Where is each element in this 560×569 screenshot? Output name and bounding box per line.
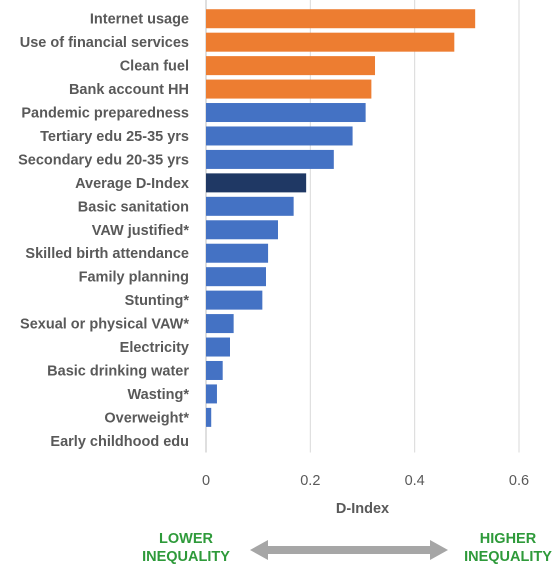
bar (206, 103, 366, 123)
bar (206, 337, 230, 357)
category-label: Electricity (120, 340, 189, 356)
x-tick-label: 0 (202, 473, 210, 489)
category-label: Use of financial services (20, 35, 189, 51)
higher-line-2: INEQUALITY (464, 549, 552, 565)
lower-line-2: INEQUALITY (142, 549, 230, 565)
category-label: Skilled birth attendance (25, 246, 189, 262)
category-label: Wasting* (128, 387, 190, 403)
category-label: Basic drinking water (47, 363, 189, 379)
category-labels: Internet usage Use of financial services C… (18, 12, 189, 450)
category-label: Secondary edu 20-35 yrs (18, 152, 189, 168)
category-label: Pandemic preparedness (21, 106, 189, 122)
bar (206, 360, 223, 380)
bar (206, 126, 353, 146)
category-label: Family planning (79, 270, 189, 286)
category-label: Overweight* (104, 410, 189, 426)
x-tick-labels: 0 0.2 0.4 0.6 (202, 473, 529, 489)
higher-inequality-label: HIGHER INEQUALITY (448, 530, 560, 566)
d-index-bar-chart: Internet usage Use of financial services C… (18, 0, 529, 517)
bars (206, 9, 476, 427)
category-label: Tertiary edu 25-35 yrs (40, 129, 189, 145)
category-label: Basic sanitation (78, 199, 189, 215)
x-tick-label: 0.2 (300, 473, 320, 489)
lower-line-1: LOWER (159, 531, 213, 547)
x-axis-title: D-Index (336, 501, 389, 517)
bar (206, 32, 455, 52)
bar (206, 173, 307, 193)
bar (206, 79, 372, 99)
bar (206, 407, 212, 427)
category-label: Sexual or physical VAW* (20, 317, 189, 333)
category-label: Internet usage (90, 12, 189, 28)
category-label: Early childhood edu (50, 434, 189, 450)
bar (206, 314, 234, 334)
lower-inequality-label: LOWER INEQUALITY (126, 530, 246, 566)
bar (206, 267, 266, 287)
bar (206, 384, 217, 404)
x-tick-label: 0.6 (509, 473, 529, 489)
category-label: Bank account HH (69, 82, 189, 98)
double-arrow-icon (250, 540, 448, 560)
bar (206, 220, 278, 240)
bar (206, 290, 263, 310)
bar (206, 56, 376, 76)
bar (206, 149, 334, 169)
higher-line-1: HIGHER (479, 531, 537, 547)
bar (206, 196, 294, 216)
bar (206, 243, 269, 263)
category-label: Average D-Index (75, 176, 189, 192)
x-tick-label: 0.4 (405, 473, 425, 489)
category-label: VAW justified* (92, 223, 190, 239)
bar (206, 9, 476, 29)
category-label: Stunting* (125, 293, 190, 309)
category-label: Clean fuel (120, 59, 189, 75)
